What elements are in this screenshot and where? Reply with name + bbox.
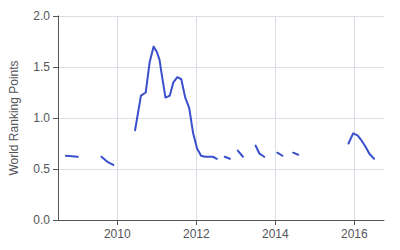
svg-text:2010: 2010 — [104, 227, 131, 241]
svg-text:1.5: 1.5 — [33, 60, 50, 74]
svg-text:2012: 2012 — [183, 227, 210, 241]
svg-text:1.0: 1.0 — [33, 111, 50, 125]
svg-text:2014: 2014 — [262, 227, 289, 241]
svg-text:2.0: 2.0 — [33, 9, 50, 23]
svg-text:2016: 2016 — [341, 227, 368, 241]
svg-text:0.5: 0.5 — [33, 162, 50, 176]
svg-text:World Ranking Points: World Ranking Points — [7, 60, 21, 175]
svg-text:0.0: 0.0 — [33, 213, 50, 227]
